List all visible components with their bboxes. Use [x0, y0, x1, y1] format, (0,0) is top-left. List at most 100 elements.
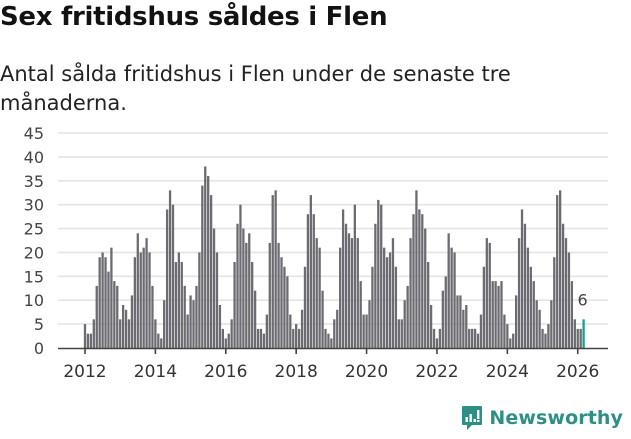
- bar: [476, 333, 480, 348]
- y-tick-label: 5: [34, 315, 44, 334]
- bar: [336, 309, 339, 348]
- bar: [462, 309, 465, 348]
- bar: [280, 257, 283, 348]
- bar: [95, 285, 98, 348]
- x-tick-label: 2024: [486, 362, 529, 382]
- bar: [559, 190, 562, 348]
- bar: [248, 233, 251, 348]
- bar: [207, 176, 210, 348]
- bar: [174, 262, 178, 348]
- bar: [215, 252, 219, 348]
- bar: [180, 262, 183, 348]
- bar: [494, 281, 497, 348]
- bar: [359, 281, 362, 348]
- bar: [168, 190, 172, 348]
- bar: [406, 285, 409, 348]
- bar: [371, 266, 374, 348]
- bar: [242, 228, 245, 348]
- x-tick-label: 2012: [63, 362, 106, 382]
- bar: [315, 238, 318, 348]
- bar: [538, 309, 541, 348]
- bar: [350, 238, 354, 348]
- bar-chart: 0 5 10 15 20 25 30 35 40 45 2012 2014 2016 2018 2020 2…: [0, 120, 631, 390]
- bar: [204, 166, 207, 348]
- bar: [570, 281, 574, 348]
- bar: [121, 305, 125, 348]
- bar: [383, 247, 386, 348]
- bar: [541, 328, 544, 348]
- bar: [201, 185, 204, 348]
- bar: [353, 204, 356, 348]
- y-tick-label: 0: [34, 339, 44, 358]
- bar: [362, 314, 365, 348]
- y-tick-label: 45: [24, 124, 44, 143]
- bar: [424, 228, 427, 348]
- bar: [368, 300, 371, 348]
- bar: [271, 195, 274, 348]
- bars: [83, 166, 585, 348]
- chart-subtitle: Antal sålda fritidshus i Flen under de s…: [0, 62, 511, 115]
- bar: [365, 314, 368, 348]
- bar: [139, 252, 142, 348]
- bar: [453, 252, 456, 348]
- bar: [283, 266, 286, 348]
- bar: [136, 233, 139, 348]
- bar: [374, 223, 377, 348]
- bar: [256, 328, 260, 348]
- bar: [104, 257, 107, 348]
- bar: [471, 328, 474, 348]
- x-axis: 2012 2014 2016 2018 2020 2022 2024 2026: [58, 347, 608, 382]
- bar: [309, 195, 312, 348]
- bar: [321, 290, 324, 348]
- bar: [186, 314, 189, 348]
- bar: [327, 333, 330, 348]
- last-value-annotation: 6: [578, 290, 588, 309]
- last-value-label: 6: [578, 290, 588, 309]
- bar: [579, 328, 582, 348]
- bar: [450, 247, 453, 348]
- bar: [550, 300, 553, 348]
- bar: [503, 314, 506, 348]
- bar: [303, 266, 307, 348]
- newsworthy-logo: Newsworthy: [461, 405, 623, 431]
- bar: [192, 300, 195, 348]
- bar: [116, 285, 119, 348]
- x-tick-label: 2026: [556, 362, 599, 382]
- bar: [107, 271, 110, 348]
- bar: [274, 190, 277, 348]
- bar: [306, 214, 310, 348]
- bar: [447, 233, 450, 348]
- bar: [277, 242, 280, 348]
- bar: [523, 223, 527, 348]
- bar: [512, 333, 515, 348]
- bar: [151, 285, 154, 348]
- bar: [500, 281, 503, 348]
- bar: [488, 242, 491, 348]
- bar: [230, 319, 233, 348]
- bar: [297, 328, 301, 348]
- bar: [177, 252, 181, 348]
- bar: [157, 333, 160, 348]
- y-tick-label: 25: [24, 220, 44, 239]
- bar: [142, 247, 145, 348]
- bar: [509, 338, 512, 348]
- bar: [506, 324, 509, 348]
- bar: [198, 252, 201, 348]
- bar: [438, 328, 442, 348]
- bar: [556, 195, 559, 348]
- bar: [92, 319, 95, 348]
- bar: [394, 266, 398, 348]
- bar: [377, 199, 380, 348]
- bar: [124, 309, 128, 348]
- bar: [532, 281, 535, 348]
- bar: [130, 295, 134, 348]
- bar: [385, 257, 389, 348]
- bar: [347, 233, 351, 348]
- bar: [333, 319, 336, 348]
- bar: [89, 333, 93, 348]
- bar: [444, 276, 447, 348]
- bar: [561, 223, 565, 348]
- bar: [468, 328, 471, 348]
- bar: [259, 328, 263, 348]
- bar: [482, 266, 486, 348]
